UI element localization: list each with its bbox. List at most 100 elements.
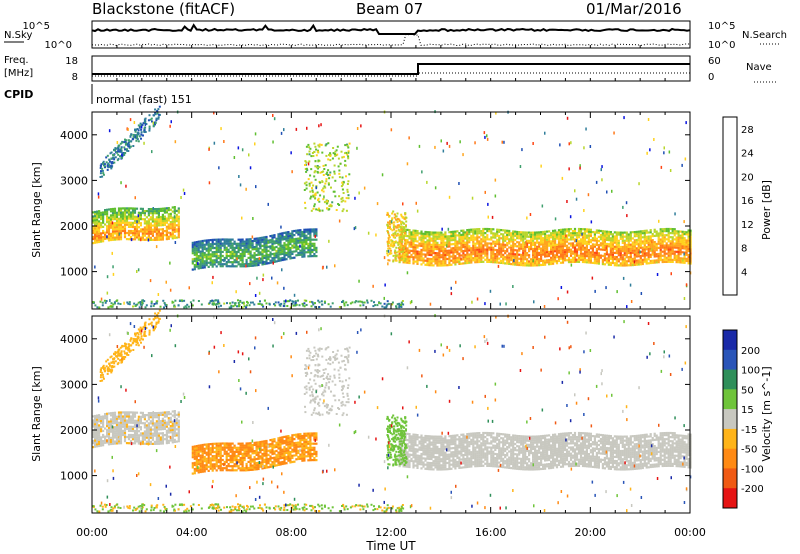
scatter-cell (154, 111, 157, 114)
scatter-cell (165, 207, 168, 210)
scatter-cell (313, 142, 316, 145)
scatter-cell (587, 193, 590, 197)
scatter-cell (657, 242, 660, 245)
scatter-cell (215, 242, 218, 245)
scatter-cell (478, 232, 481, 235)
scatter-cell (121, 141, 124, 144)
scatter-cell (123, 229, 127, 232)
scatter-cell (474, 246, 477, 249)
scatter-cell (271, 240, 274, 243)
scatter-cell (286, 300, 289, 303)
scatter-cell (492, 252, 495, 256)
scatter-cell (215, 265, 218, 268)
scatter-cell (313, 234, 316, 237)
scatter-cell (468, 241, 471, 244)
scatter-cell (127, 415, 131, 418)
scatter-cell (289, 240, 292, 243)
scatter-cell (317, 159, 320, 162)
scatter-cell (548, 230, 551, 233)
scatter-cell (305, 187, 308, 190)
scatter-cell (416, 232, 419, 235)
scatter-cell (661, 258, 664, 261)
scatter-cell (442, 241, 445, 244)
scatter-cell (151, 214, 154, 217)
scatter-cell (498, 247, 501, 250)
scatter-cell (100, 211, 103, 214)
scatter-cell (577, 258, 581, 261)
scatter-cell (272, 140, 274, 144)
scatter-cell (643, 252, 646, 255)
scatter-cell (111, 438, 115, 441)
scatter-cell (567, 258, 571, 262)
scatter-cell (641, 248, 644, 251)
scatter-cell (415, 201, 417, 205)
scatter-cell (115, 436, 119, 439)
scatter-cell (671, 258, 674, 261)
scatter-cell (673, 242, 676, 245)
scatter-cell (329, 171, 332, 174)
scatter-cell (125, 217, 129, 220)
scatter-cell (392, 234, 395, 237)
scatter-cell (215, 246, 218, 249)
scatter-cell (191, 304, 194, 307)
scatter-cell (111, 422, 115, 425)
scatter-cell (263, 256, 266, 259)
scatter-cell (98, 426, 101, 429)
scatter-cell (391, 245, 394, 248)
scatter-cell (601, 232, 604, 235)
scatter-cell (392, 232, 395, 235)
scatter-cell (637, 255, 640, 258)
scatter-cell (577, 234, 581, 237)
scatter-cell (123, 209, 127, 212)
scatter-cell (500, 251, 503, 254)
scatter-cell (402, 257, 405, 260)
scatter-cell (590, 220, 593, 224)
scatter-cell (265, 302, 268, 305)
scatter-cell (342, 155, 345, 158)
scatter-cell (593, 243, 596, 246)
scatter-cell (629, 247, 632, 250)
scatter-cell (127, 213, 131, 216)
scatter-cell (117, 432, 121, 435)
scatter-cell (655, 242, 658, 245)
scatter-cell (456, 234, 459, 237)
scatter-cell (563, 257, 567, 260)
scatter-cell (663, 248, 666, 251)
scatter-cell (298, 304, 301, 307)
scatter-cell (309, 197, 312, 200)
scatter-cell (197, 257, 200, 260)
scatter-cell (611, 259, 614, 263)
scatter-cell (528, 262, 531, 265)
scatter-cell (131, 223, 135, 226)
scatter-cell (125, 442, 129, 445)
scatter-cell (663, 238, 666, 241)
scatter-cell (516, 245, 519, 248)
scatter-cell (470, 257, 473, 260)
scatter-cell (386, 211, 389, 214)
scatter-cell (476, 246, 479, 249)
scatter-cell (195, 245, 198, 248)
scatter-cell (458, 182, 460, 185)
scatter-cell (667, 236, 670, 239)
scatter-cell (585, 242, 588, 245)
scatter-cell (685, 259, 688, 263)
scatter-cell (498, 251, 501, 254)
scatter-cell (615, 237, 618, 240)
scatter-cell (428, 241, 431, 244)
scatter-cell (265, 246, 268, 249)
scatter-cell (429, 302, 432, 306)
scatter-cell (613, 231, 616, 234)
scatter-cell (487, 215, 489, 219)
scatter-cell (217, 246, 220, 249)
scatter-cell (311, 244, 314, 247)
scatter-cell (552, 252, 555, 255)
scatter-cell (677, 230, 680, 233)
scatter-cell (102, 160, 105, 163)
scatter-cell (106, 441, 109, 444)
scatter-cell (563, 255, 567, 258)
scatter-cell (518, 243, 521, 246)
scatter-cell (147, 224, 150, 227)
scatter-cell (109, 160, 111, 163)
scatter-cell (683, 241, 686, 244)
